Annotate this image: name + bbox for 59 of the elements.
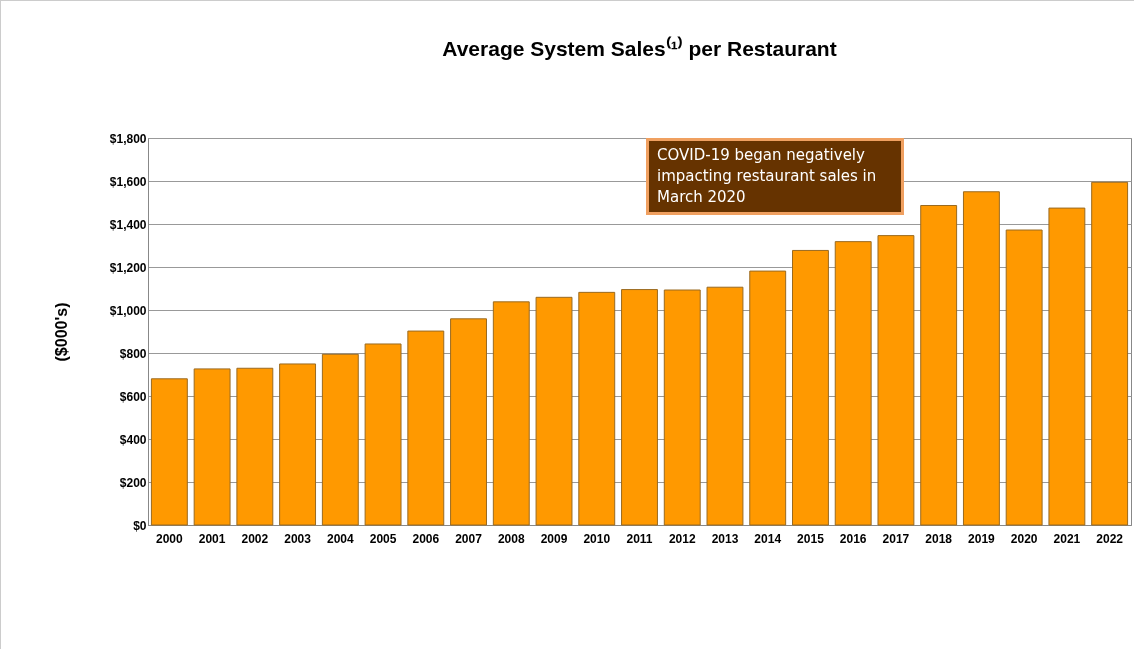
x-tick-label: 2000 bbox=[156, 531, 184, 546]
x-tick-label: 2015 bbox=[797, 531, 825, 546]
bar bbox=[834, 241, 872, 526]
x-tick-label: 2016 bbox=[839, 531, 867, 546]
bar bbox=[492, 301, 530, 526]
x-tick-label: 2009 bbox=[540, 531, 568, 546]
y-tick-label: $0 bbox=[133, 518, 147, 533]
bar bbox=[1048, 207, 1086, 526]
bar bbox=[962, 191, 1000, 526]
x-tick-label: 2007 bbox=[455, 531, 483, 546]
y-tick-label: $200 bbox=[119, 475, 147, 490]
x-tick-label: 2006 bbox=[412, 531, 440, 546]
bar bbox=[792, 249, 829, 526]
bar bbox=[706, 286, 744, 526]
x-tick-label: 2010 bbox=[583, 531, 611, 546]
x-tick-label: 2003 bbox=[284, 531, 312, 546]
x-tick-label: 2013 bbox=[711, 531, 739, 546]
x-tick-label: 2001 bbox=[198, 531, 226, 546]
bar bbox=[236, 367, 274, 526]
x-tick-label: 2021 bbox=[1053, 531, 1081, 546]
x-tick-label: 2017 bbox=[882, 531, 910, 546]
bar bbox=[150, 378, 188, 526]
y-tick-label: $400 bbox=[119, 432, 147, 447]
x-tick-label: 2020 bbox=[1010, 531, 1038, 546]
bar bbox=[920, 205, 958, 526]
y-tick-label: $1,800 bbox=[109, 131, 147, 146]
bar bbox=[364, 343, 402, 526]
bar bbox=[1091, 181, 1129, 526]
x-tick-label: 2018 bbox=[925, 531, 953, 546]
bar bbox=[535, 296, 573, 526]
bar bbox=[279, 363, 317, 526]
bar bbox=[578, 291, 616, 526]
bar bbox=[407, 330, 445, 526]
x-tick-label: 2005 bbox=[369, 531, 397, 546]
y-tick-label: $1,000 bbox=[109, 303, 147, 318]
annotation: COVID-19 began negatively impacting restaurant sales in March 2020 bbox=[646, 138, 904, 215]
x-tick-label: 2011 bbox=[626, 531, 653, 546]
y-tick-label: $600 bbox=[119, 389, 147, 404]
bar bbox=[621, 289, 658, 526]
x-tick-label: 2022 bbox=[1096, 531, 1124, 546]
y-tick-label: $1,400 bbox=[109, 217, 147, 232]
bar bbox=[1005, 229, 1043, 526]
bar bbox=[749, 270, 787, 526]
chart-title: Average System Sales⁽¹⁾ per Restaurant bbox=[442, 36, 837, 60]
bar bbox=[450, 318, 487, 526]
bar bbox=[193, 368, 231, 526]
x-tick-label: 2002 bbox=[241, 531, 269, 546]
x-tick-label: 2004 bbox=[326, 531, 354, 546]
x-tick-label: 2019 bbox=[968, 531, 996, 546]
y-tick-label: $800 bbox=[119, 346, 147, 361]
y-axis-title: ($000's) bbox=[52, 302, 70, 362]
y-tick-label: $1,600 bbox=[109, 174, 147, 189]
bar bbox=[877, 235, 915, 526]
x-tick-label: 2008 bbox=[497, 531, 525, 546]
x-tick-label: 2012 bbox=[668, 531, 696, 546]
y-tick-label: $1,200 bbox=[109, 260, 147, 275]
bar bbox=[321, 353, 359, 526]
bar bbox=[663, 289, 701, 526]
x-tick-label: 2014 bbox=[754, 531, 782, 546]
